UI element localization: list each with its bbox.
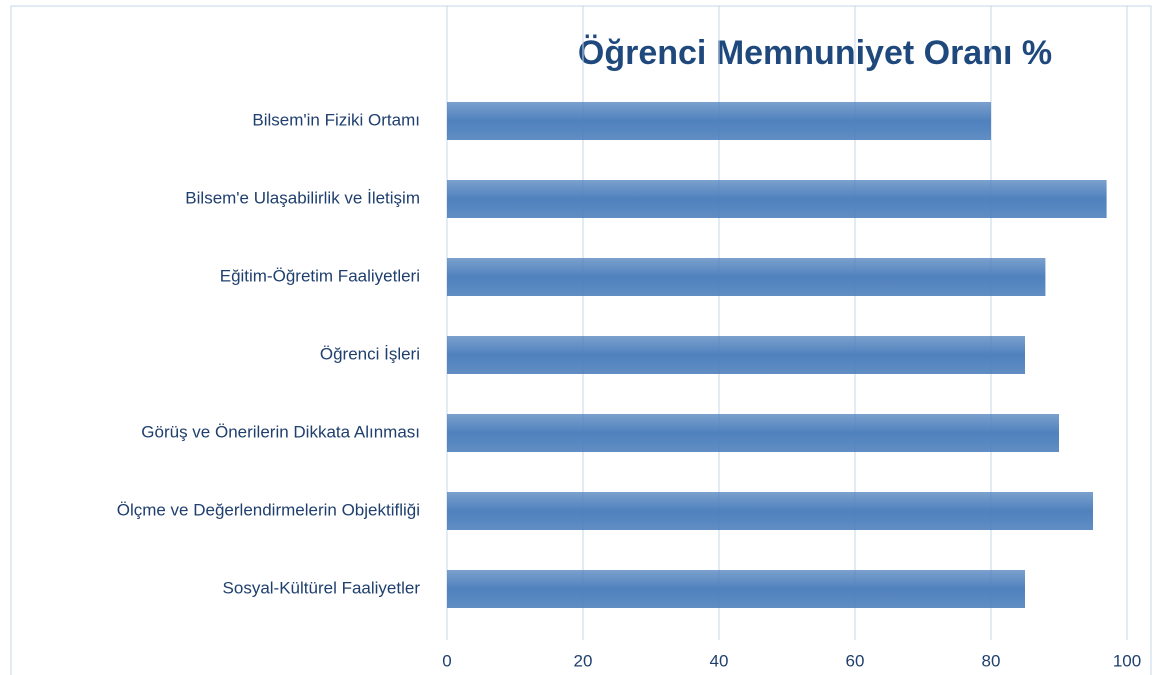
chart-border [10, 5, 1152, 675]
y-tick-label: Ölçme ve Değerlendirmelerin Objektifliği [117, 500, 420, 519]
bar [447, 414, 1059, 452]
bar [447, 180, 1107, 218]
y-tick-label: Bilsem'e Ulaşabilirlik ve İletişim [185, 188, 420, 207]
y-tick-label: Bilsem'in Fiziki Ortamı [252, 110, 420, 129]
x-tick-label: 60 [846, 651, 865, 670]
x-tick-label: 80 [982, 651, 1001, 670]
bar [447, 258, 1046, 296]
bar [447, 570, 1025, 608]
y-tick-label: Eğitim-Öğretim Faaliyetleri [220, 266, 420, 285]
x-tick-label: 40 [710, 651, 729, 670]
x-tick-label: 100 [1113, 651, 1141, 670]
chart-title: Öğrenci Memnuniyet Oranı % [578, 34, 1052, 72]
x-tick-label: 20 [574, 651, 593, 670]
x-tick-label: 0 [442, 651, 451, 670]
y-tick-label: Sosyal-Kültürel Faaliyetler [223, 578, 421, 597]
bar [447, 102, 991, 140]
y-tick-label: Öğrenci İşleri [320, 344, 420, 363]
y-tick-label: Görüş ve Önerilerin Dikkata Alınması [141, 422, 420, 441]
bar [447, 492, 1093, 530]
bar [447, 336, 1025, 374]
